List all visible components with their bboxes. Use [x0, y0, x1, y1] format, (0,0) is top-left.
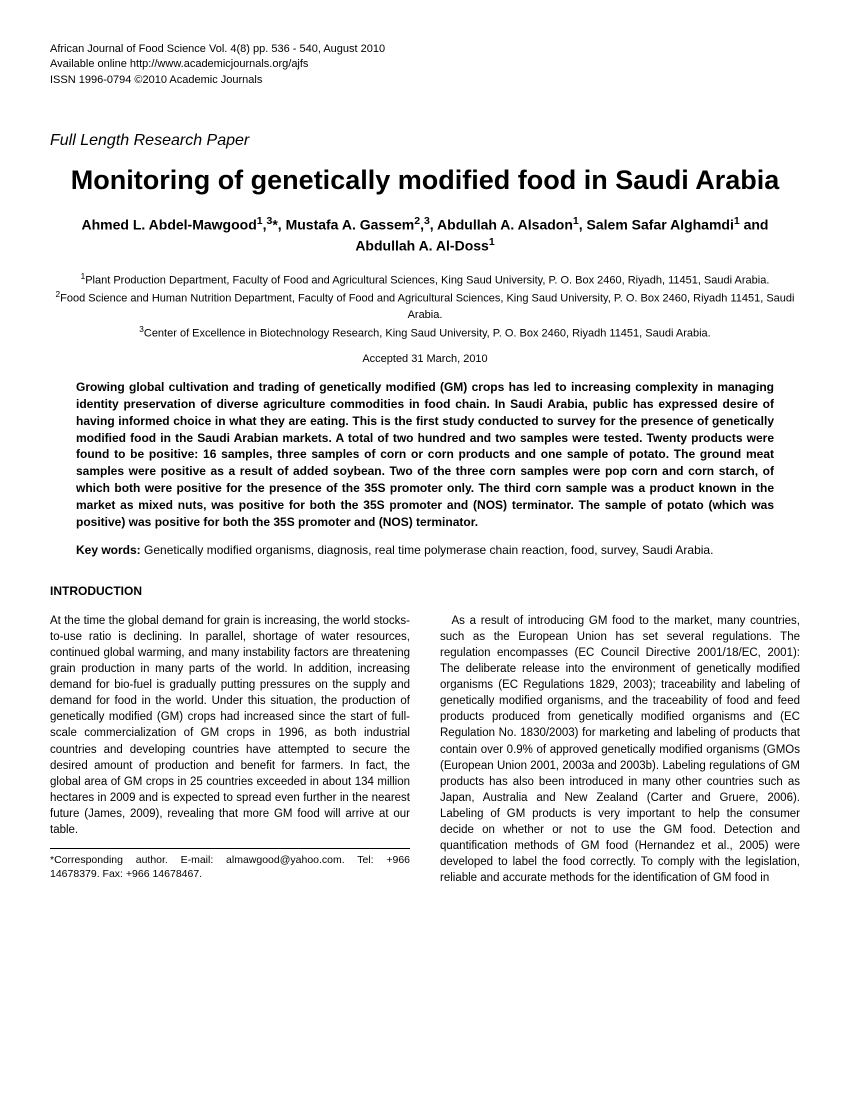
journal-meta: African Journal of Food Science Vol. 4(8… [50, 42, 800, 88]
meta-line-2: Available online http://www.academicjour… [50, 57, 800, 72]
body-columns: At the time the global demand for grain … [50, 613, 800, 887]
column-left: At the time the global demand for grain … [50, 613, 410, 887]
column-right: As a result of introducing GM food to th… [440, 613, 800, 887]
meta-line-1: African Journal of Food Science Vol. 4(8… [50, 42, 800, 57]
affiliations: 1Plant Production Department, Faculty of… [50, 271, 800, 343]
accepted-date: Accepted 31 March, 2010 [50, 352, 800, 367]
paper-title: Monitoring of genetically modified food … [50, 162, 800, 198]
meta-line-3: ISSN 1996-0794 ©2010 Academic Journals [50, 73, 800, 88]
abstract: Growing global cultivation and trading o… [76, 379, 774, 530]
keywords-text: Genetically modified organisms, diagnosi… [141, 543, 714, 557]
intro-paragraph-2: As a result of introducing GM food to th… [440, 613, 800, 887]
corresponding-author-footnote: *Corresponding author. E-mail: almawgood… [50, 853, 410, 881]
footnote-separator [50, 848, 410, 849]
keywords-label: Key words: [76, 543, 141, 557]
section-heading-introduction: INTRODUCTION [50, 583, 800, 599]
authors: Ahmed L. Abdel-Mawgood1,3*, Mustafa A. G… [50, 214, 800, 257]
keywords: Key words: Genetically modified organism… [76, 542, 774, 558]
intro-paragraph-1: At the time the global demand for grain … [50, 613, 410, 838]
paper-type: Full Length Research Paper [50, 130, 800, 152]
